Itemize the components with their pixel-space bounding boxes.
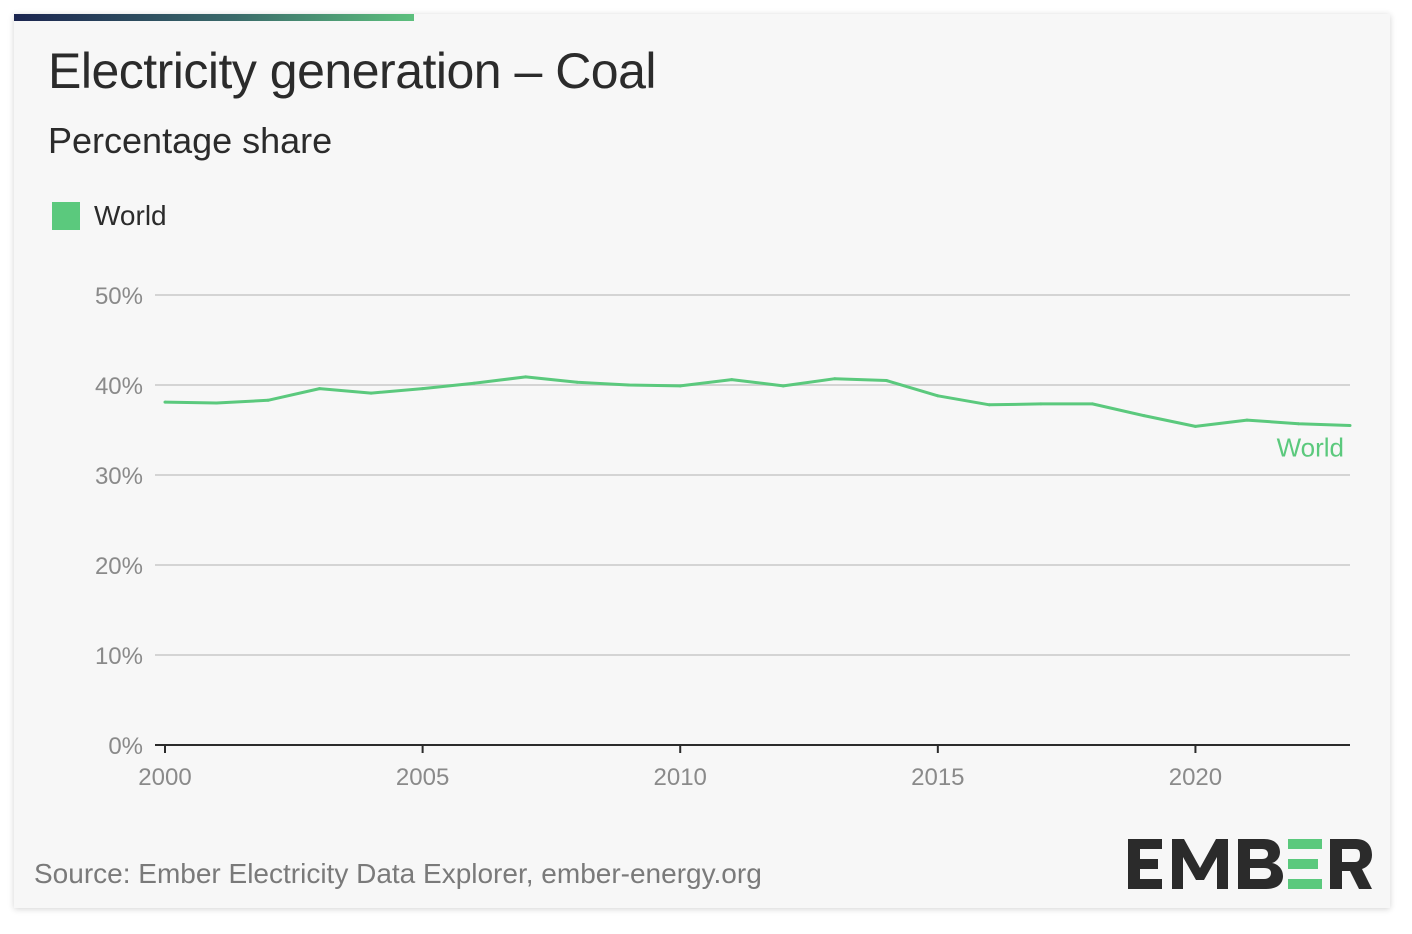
data-point	[163, 400, 167, 404]
data-point	[575, 380, 579, 384]
legend: World	[52, 200, 167, 232]
gridlines	[155, 294, 1350, 656]
y-tick-label: 0%	[108, 733, 143, 760]
data-point	[472, 381, 476, 385]
x-tick-label: 2020	[1169, 764, 1222, 791]
chart-title: Electricity generation – Coal	[48, 43, 657, 99]
data-point	[781, 384, 785, 388]
data-point	[1193, 424, 1197, 428]
data-point	[1245, 418, 1249, 422]
y-tick-label: 40%	[95, 373, 143, 400]
data-point	[1348, 424, 1352, 427]
x-axis: 2000 2005 2010 2015 2020	[138, 744, 1350, 791]
data-point	[936, 394, 940, 398]
y-axis-ticks: 0% 10% 20% 30% 40% 50%	[95, 283, 143, 760]
x-tick-label: 2000	[138, 764, 191, 791]
data-point	[215, 401, 219, 405]
data-point	[1090, 402, 1094, 406]
chart-subtitle: Percentage share	[48, 120, 333, 161]
y-tick-label: 50%	[95, 283, 143, 310]
x-tick-label: 2005	[396, 764, 449, 791]
legend-label: World	[94, 200, 167, 231]
ember-logo	[1128, 839, 1372, 889]
data-point	[1296, 422, 1300, 426]
data-point	[1142, 414, 1146, 418]
data-point	[318, 387, 322, 391]
x-tick-label: 2015	[911, 764, 964, 791]
legend-swatch	[52, 202, 80, 230]
data-point	[833, 377, 837, 381]
data-point	[421, 387, 425, 391]
data-point	[987, 403, 991, 407]
data-point	[627, 383, 631, 387]
y-tick-label: 20%	[95, 553, 143, 580]
data-point	[884, 379, 888, 382]
chart-card	[14, 14, 1390, 908]
data-point	[1039, 402, 1043, 406]
y-tick-label: 30%	[95, 463, 143, 490]
series-end-label: World	[1277, 433, 1344, 463]
data-point	[369, 391, 373, 395]
data-point	[678, 384, 682, 388]
data-point	[266, 398, 270, 402]
series-group: World	[163, 375, 1352, 463]
source-note: Source: Ember Electricity Data Explorer,…	[34, 858, 762, 889]
data-point	[730, 378, 734, 382]
y-tick-label: 10%	[95, 643, 143, 670]
series-line-world	[164, 375, 1351, 428]
data-point	[524, 375, 528, 379]
accent-bar	[14, 14, 414, 21]
x-tick-label: 2010	[654, 764, 707, 791]
